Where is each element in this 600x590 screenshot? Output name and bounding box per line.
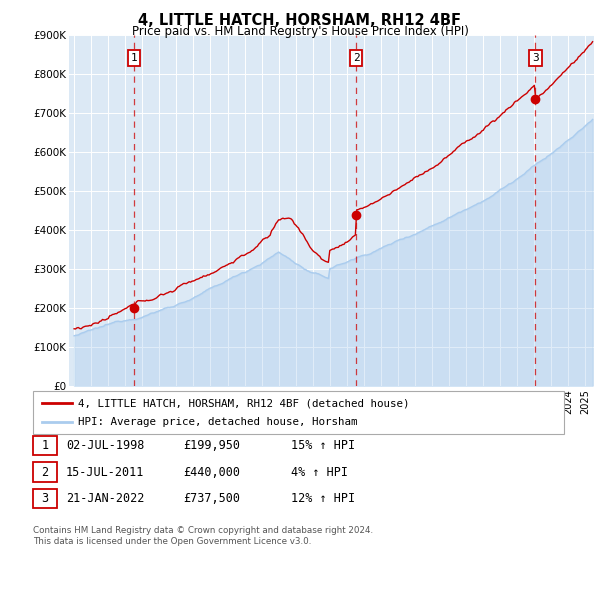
Text: 15-JUL-2011: 15-JUL-2011 [66, 466, 145, 478]
Text: 3: 3 [41, 492, 49, 505]
Text: 12% ↑ HPI: 12% ↑ HPI [291, 492, 355, 505]
Text: 3: 3 [532, 53, 539, 63]
Text: £737,500: £737,500 [183, 492, 240, 505]
Text: Price paid vs. HM Land Registry's House Price Index (HPI): Price paid vs. HM Land Registry's House … [131, 25, 469, 38]
Text: Contains HM Land Registry data © Crown copyright and database right 2024.
This d: Contains HM Land Registry data © Crown c… [33, 526, 373, 546]
Text: 4, LITTLE HATCH, HORSHAM, RH12 4BF (detached house): 4, LITTLE HATCH, HORSHAM, RH12 4BF (deta… [78, 398, 409, 408]
Text: 1: 1 [41, 439, 49, 452]
Text: 4% ↑ HPI: 4% ↑ HPI [291, 466, 348, 478]
Text: 2: 2 [41, 466, 49, 478]
Text: 1: 1 [130, 53, 137, 63]
Text: 15% ↑ HPI: 15% ↑ HPI [291, 439, 355, 452]
Text: 2: 2 [353, 53, 359, 63]
Text: £440,000: £440,000 [183, 466, 240, 478]
Text: 4, LITTLE HATCH, HORSHAM, RH12 4BF: 4, LITTLE HATCH, HORSHAM, RH12 4BF [139, 13, 461, 28]
Text: 21-JAN-2022: 21-JAN-2022 [66, 492, 145, 505]
Text: HPI: Average price, detached house, Horsham: HPI: Average price, detached house, Hors… [78, 417, 358, 427]
Text: £199,950: £199,950 [183, 439, 240, 452]
Text: 02-JUL-1998: 02-JUL-1998 [66, 439, 145, 452]
